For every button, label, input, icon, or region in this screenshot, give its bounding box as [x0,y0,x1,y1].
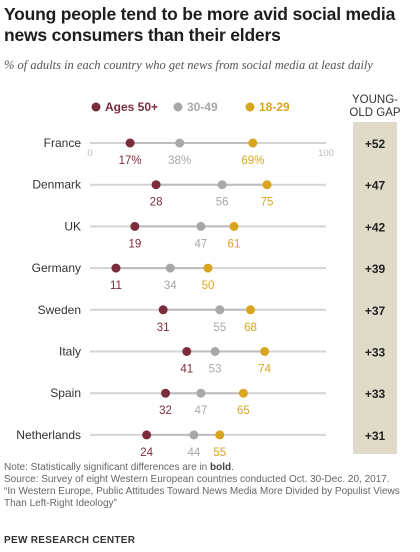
note-suffix: . [231,462,234,473]
data-label: 56 [216,197,229,209]
data-point [215,430,225,440]
gap-value: +47 [365,179,386,193]
category-label: Netherlands [16,428,81,442]
gap-column-header: YOUNG-OLD GAP [349,94,401,119]
data-label: 17% [119,155,142,167]
chart-notes: Note: Statistically significant differen… [4,462,418,510]
data-label: 55 [213,322,226,334]
data-point [245,305,255,315]
category-label: Sweden [38,303,81,317]
data-label: 53 [209,364,222,376]
citation-line: “In Western Europe, Public Attitudes Tow… [4,486,400,509]
data-point [203,263,213,273]
brand-logo-text: PEW RESEARCH CENTER [4,535,136,546]
gap-value: +39 [365,262,386,276]
data-label: 65 [237,405,250,417]
data-point [175,138,185,148]
data-point [238,388,248,398]
data-point [130,221,140,231]
data-label: 75 [261,197,274,209]
category-label: Denmark [32,178,82,192]
gap-value: +33 [365,387,386,401]
data-point [182,347,192,356]
note-line: Note: Statistically significant differen… [4,462,418,474]
legend-marker [245,102,255,112]
data-label: 47 [195,405,208,417]
data-point [189,430,199,440]
note-prefix: Note: Statistically significant differen… [4,462,211,473]
data-label: 32 [159,405,172,417]
data-point [262,180,272,190]
category-label: UK [64,219,81,233]
data-label: 19 [128,238,141,250]
gap-value: +33 [365,346,386,360]
data-label: 28 [150,197,163,209]
source-line: Source: Survey of eight Western European… [4,474,390,485]
data-point [161,388,171,398]
data-label: 55 [213,447,226,459]
data-point [248,138,258,148]
data-point [165,263,175,273]
category-label: Spain [50,386,81,400]
data-label: 44 [187,447,200,459]
data-point [229,221,239,231]
data-point [158,305,168,315]
data-label: 61 [228,238,241,250]
axis-tick-label: 0 [87,148,92,159]
chart-title: Young people tend to be more avid social… [4,4,396,45]
legend-label: Ages 50+ [105,100,158,114]
data-point [210,347,220,356]
data-point [196,221,206,231]
dot-plot-chart: Ages 50+ 30-49 18-29 France 17% 38% 69% +52 Denm… [16,100,386,459]
axis-tick-label: 100 [318,148,334,159]
data-label: 24 [140,447,153,459]
data-label: 74 [258,364,271,376]
data-point [215,305,225,315]
data-label: 50 [202,280,215,292]
chart-subtitle: % of adults in each country who get news… [4,58,373,72]
data-point [260,347,270,356]
gap-value: +52 [365,137,386,151]
data-label: 47 [195,238,208,250]
gap-value: +31 [365,429,386,443]
gap-value: +42 [365,220,386,234]
legend-label: 18-29 [259,100,290,114]
data-label: 41 [180,364,193,376]
legend-marker [173,102,183,112]
data-point [217,180,227,190]
data-label: 69% [241,155,264,167]
category-label: Italy [59,345,81,359]
legend-label: 30-49 [187,100,218,114]
category-label: France [44,136,82,150]
data-point [125,138,135,148]
gap-value: +37 [365,304,386,318]
data-point [151,180,161,190]
data-label: 68 [244,322,257,334]
category-label: Germany [32,261,81,275]
data-point [142,430,152,440]
gap-column-band [353,122,397,454]
data-label: 34 [164,280,177,292]
data-label: 31 [157,322,170,334]
legend-marker [91,102,101,112]
data-label: 11 [110,280,122,292]
data-point [111,263,121,273]
note-bold: bold [210,462,232,473]
data-label: 38% [168,155,191,167]
data-point [196,388,206,398]
